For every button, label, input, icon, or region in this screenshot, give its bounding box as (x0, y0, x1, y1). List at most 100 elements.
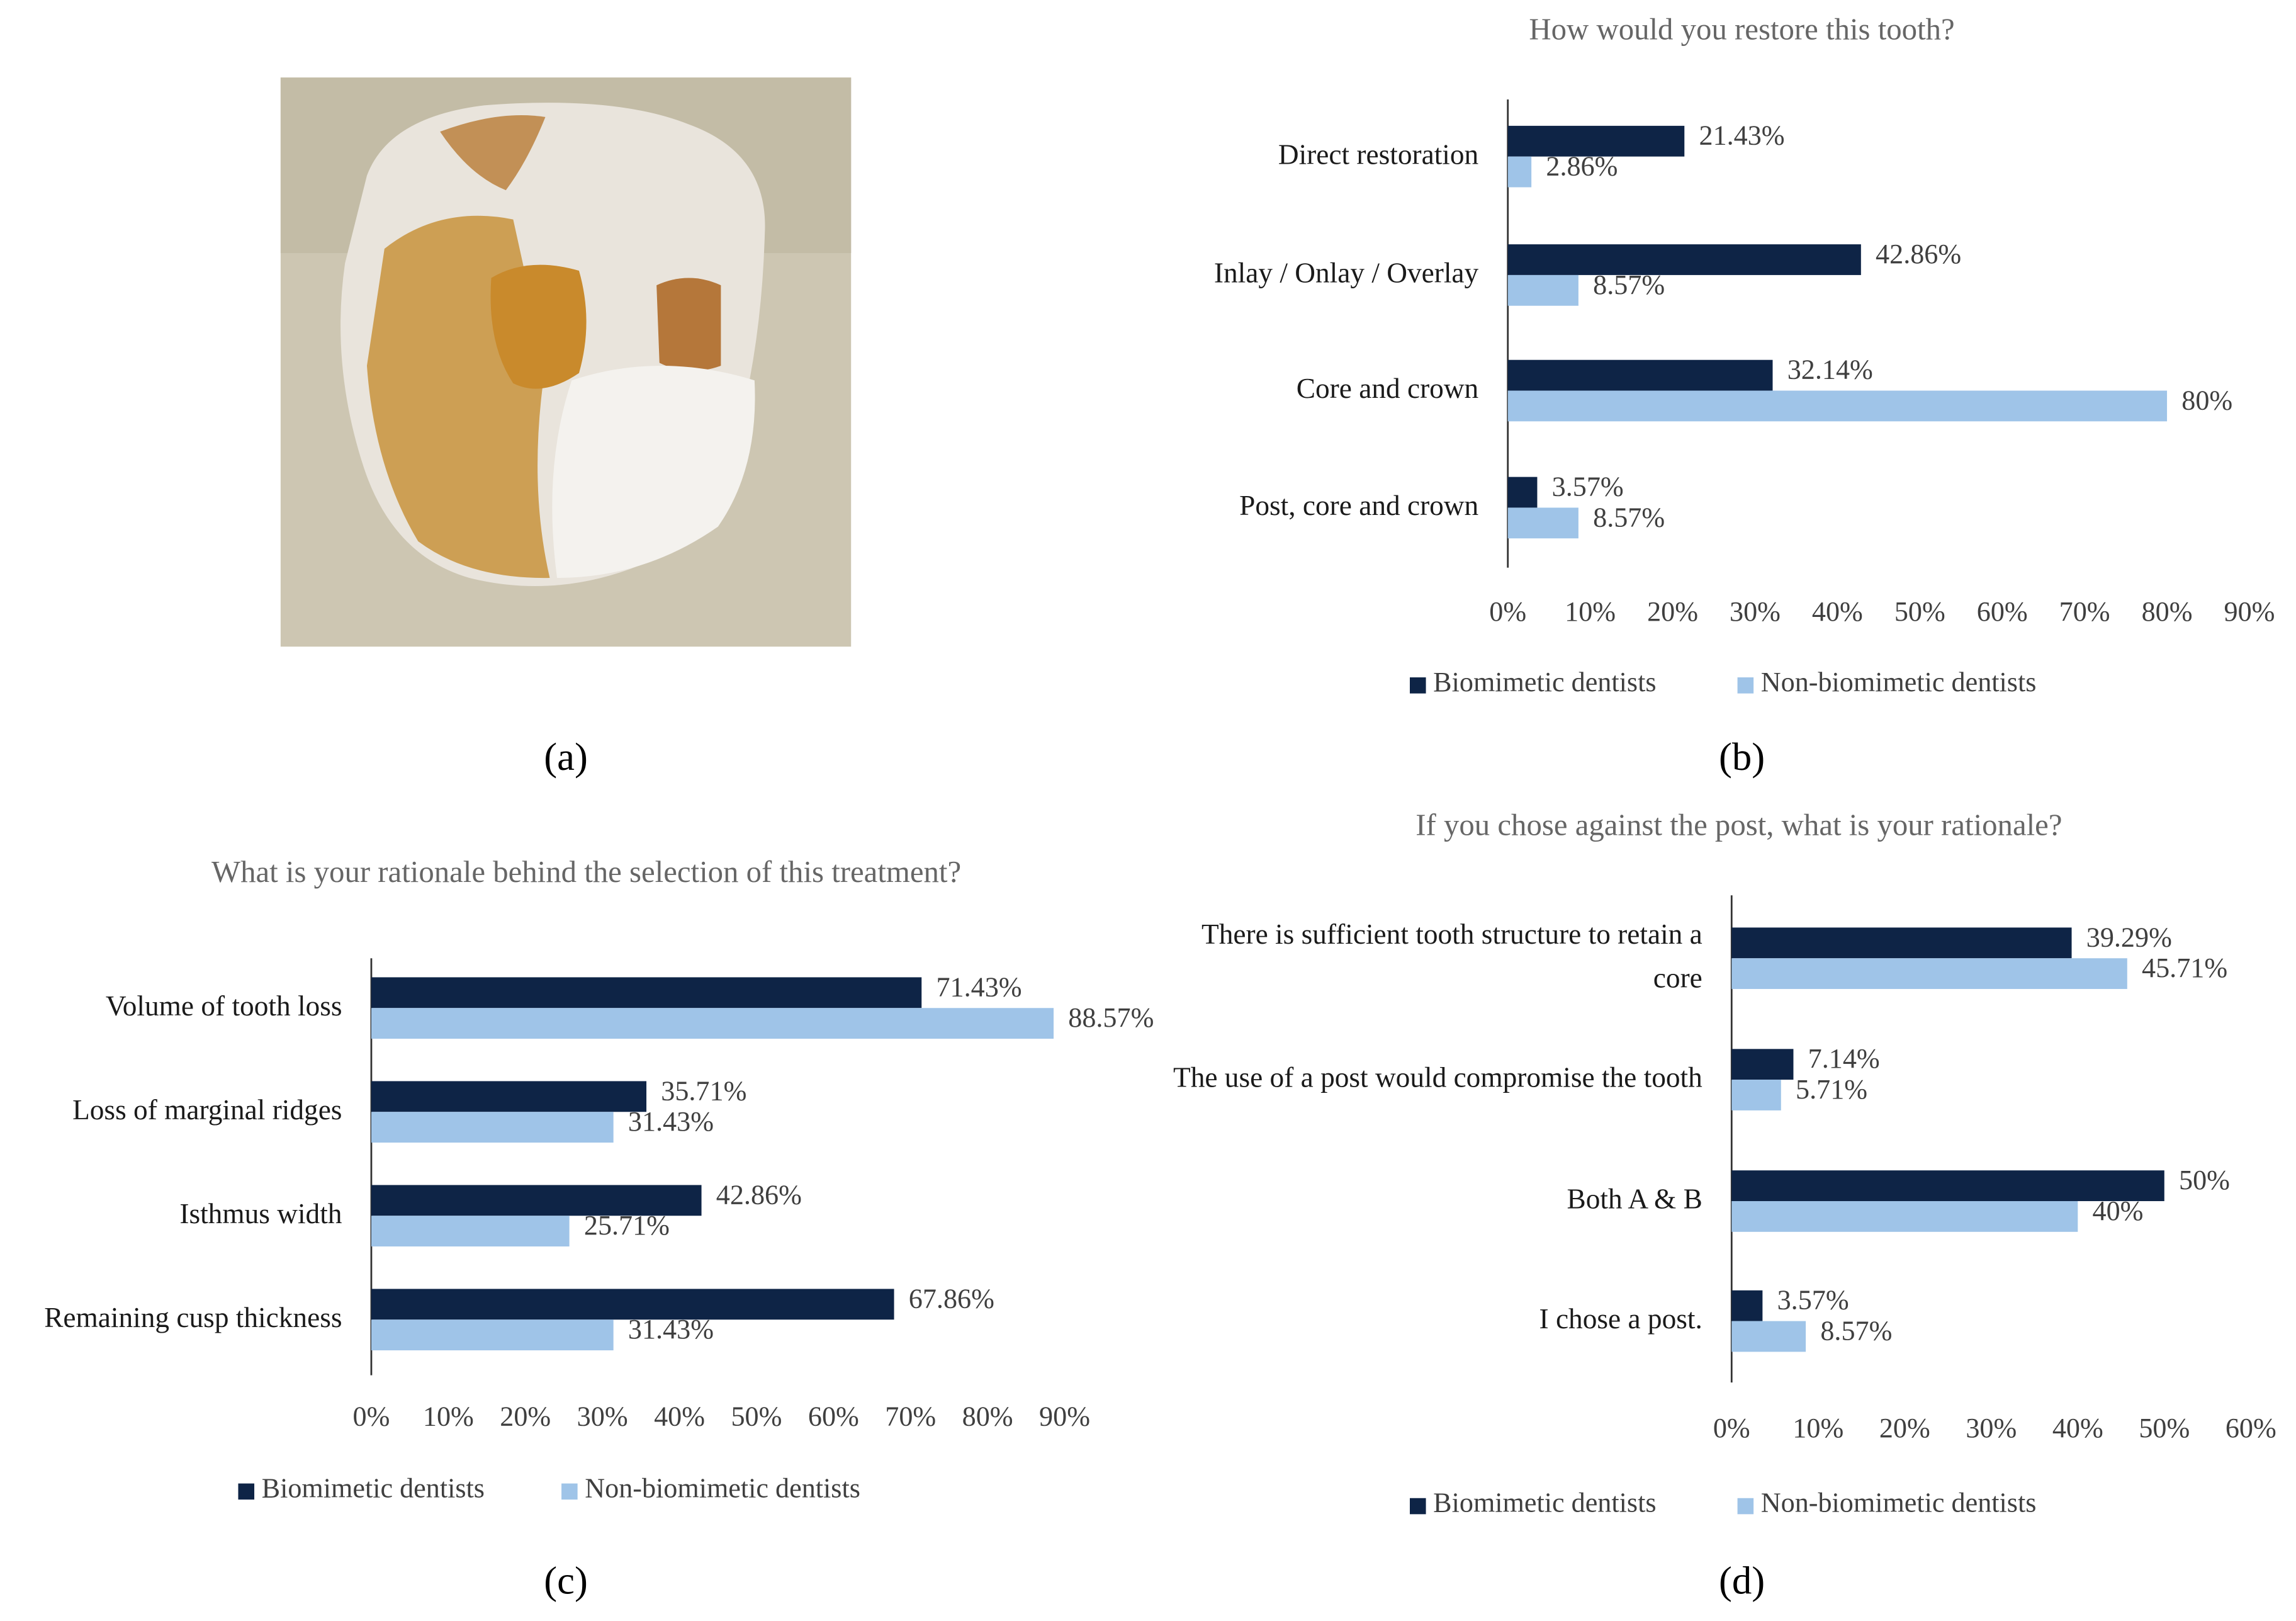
legend-swatch (1409, 1498, 1426, 1515)
x-tick-label: 0% (1489, 596, 1526, 627)
bar (1507, 156, 1532, 188)
x-tick-label: 20% (500, 1401, 551, 1432)
data-label: 31.43% (628, 1106, 714, 1137)
y-tick-label: The use of a post would compromise the t… (1173, 1063, 1702, 1095)
x-tick-label: 90% (2224, 596, 2275, 627)
data-label: 21.43% (1699, 120, 1785, 151)
bar (1507, 125, 1685, 157)
category-label-box: Loss of marginal ridges (72, 1095, 342, 1127)
category-label-box: Inlay / Onlay / Overlay (1213, 259, 1479, 290)
data-label: 50% (2179, 1165, 2230, 1195)
legend-label: Non-biomimetic dentists (1761, 667, 2037, 698)
data-label: 3.57% (1552, 472, 1624, 502)
data-label: 67.86% (909, 1283, 994, 1314)
y-tick-label: Inlay / Onlay / Overlay (1213, 259, 1479, 290)
x-tick-label: 90% (1039, 1401, 1090, 1432)
tooth-enamel (552, 366, 755, 578)
y-tick-label: Remaining cusp thickness (44, 1303, 342, 1335)
data-label: 40% (2093, 1195, 2144, 1226)
y-tick-label: There is sufficient tooth structure to r… (1201, 920, 1702, 995)
bar (1731, 1201, 2078, 1232)
x-tick-label: 10% (1565, 596, 1616, 627)
bar (1731, 1321, 1806, 1352)
x-tick-label: 30% (1966, 1413, 2017, 1443)
data-label: 31.43% (628, 1314, 714, 1345)
x-tick-label: 40% (2052, 1413, 2103, 1443)
bar (1507, 359, 1773, 391)
legend-label: Non-biomimetic dentists (1761, 1488, 2037, 1518)
bar (371, 1319, 614, 1351)
bar (371, 1185, 702, 1216)
x-tick-label: 40% (654, 1401, 705, 1432)
x-tick-label: 80% (962, 1401, 1013, 1432)
data-label: 80% (2181, 385, 2232, 415)
x-tick-label: 40% (1812, 596, 1863, 627)
chart-title: What is your rationale behind the select… (211, 855, 961, 889)
x-tick-label: 60% (2226, 1413, 2276, 1443)
data-label: 8.57% (1593, 269, 1665, 300)
data-label: 42.86% (1876, 239, 1961, 269)
legend-swatch (1737, 677, 1754, 694)
category-label-box: There is sufficient tooth structure to r… (1201, 920, 1702, 995)
category-label-box: I chose a post. (1539, 1304, 1702, 1336)
bar (371, 1081, 647, 1112)
legend-swatch (1737, 1498, 1754, 1515)
bar (1731, 1170, 2164, 1202)
bar (371, 1008, 1054, 1039)
legend-swatch (238, 1483, 255, 1500)
panel-label: (c) (544, 1558, 588, 1602)
x-tick-label: 50% (2139, 1413, 2190, 1443)
chart-title: How would you restore this tooth? (1529, 12, 1954, 46)
category-label-box: Both A & B (1567, 1185, 1702, 1216)
x-tick-label: 50% (731, 1401, 782, 1432)
legend-label: Biomimetic dentists (1433, 667, 1656, 698)
legend-label: Biomimetic dentists (262, 1472, 485, 1503)
y-tick-label: I chose a post. (1539, 1304, 1702, 1336)
bar (1731, 1290, 1763, 1321)
data-label: 2.86% (1546, 151, 1618, 182)
x-tick-label: 20% (1647, 596, 1698, 627)
bar (1507, 477, 1538, 508)
y-tick-label: Post, core and crown (1239, 491, 1479, 522)
category-label-box: Direct restoration (1278, 140, 1478, 171)
tooth-photo (280, 77, 852, 647)
bar (371, 1216, 570, 1247)
data-label: 32.14% (1787, 354, 1873, 385)
y-tick-label: Both A & B (1567, 1185, 1702, 1216)
data-label: 7.14% (1808, 1043, 1880, 1074)
legend-swatch (1409, 677, 1426, 694)
bar (371, 1112, 614, 1143)
x-tick-label: 30% (1730, 596, 1781, 627)
data-label: 71.43% (936, 971, 1021, 1002)
data-label: 35.71% (661, 1075, 746, 1106)
y-tick-label: Core and crown (1296, 374, 1479, 405)
panel-label: (d) (1719, 1558, 1765, 1602)
panel-label: (a) (544, 735, 588, 779)
x-tick-label: 30% (577, 1401, 628, 1432)
category-label-box: Post, core and crown (1239, 491, 1479, 522)
bar (1507, 274, 1578, 306)
x-tick-label: 60% (1977, 596, 2028, 627)
x-tick-label: 70% (885, 1401, 936, 1432)
data-label: 88.57% (1068, 1002, 1154, 1033)
data-label: 39.29% (2086, 922, 2172, 952)
y-tick-label: Volume of tooth loss (105, 991, 342, 1023)
data-label: 8.57% (1820, 1315, 1892, 1346)
x-tick-label: 0% (1713, 1413, 1750, 1443)
y-tick-label: Isthmus width (179, 1199, 342, 1231)
tooth-stain (440, 115, 546, 191)
y-tick-label: Loss of marginal ridges (72, 1095, 342, 1127)
category-label-box: Core and crown (1296, 374, 1479, 405)
category-label-box: The use of a post would compromise the t… (1173, 1063, 1702, 1095)
data-label: 8.57% (1593, 502, 1665, 533)
chart-title: If you chose against the post, what is y… (1415, 808, 2062, 842)
x-tick-label: 10% (1792, 1413, 1843, 1443)
x-tick-label: 80% (2142, 596, 2193, 627)
category-label-box: Volume of tooth loss (105, 991, 342, 1023)
x-tick-label: 60% (808, 1401, 859, 1432)
x-tick-label: 70% (2059, 596, 2110, 627)
bar (1507, 507, 1578, 539)
legend-swatch (561, 1483, 578, 1500)
